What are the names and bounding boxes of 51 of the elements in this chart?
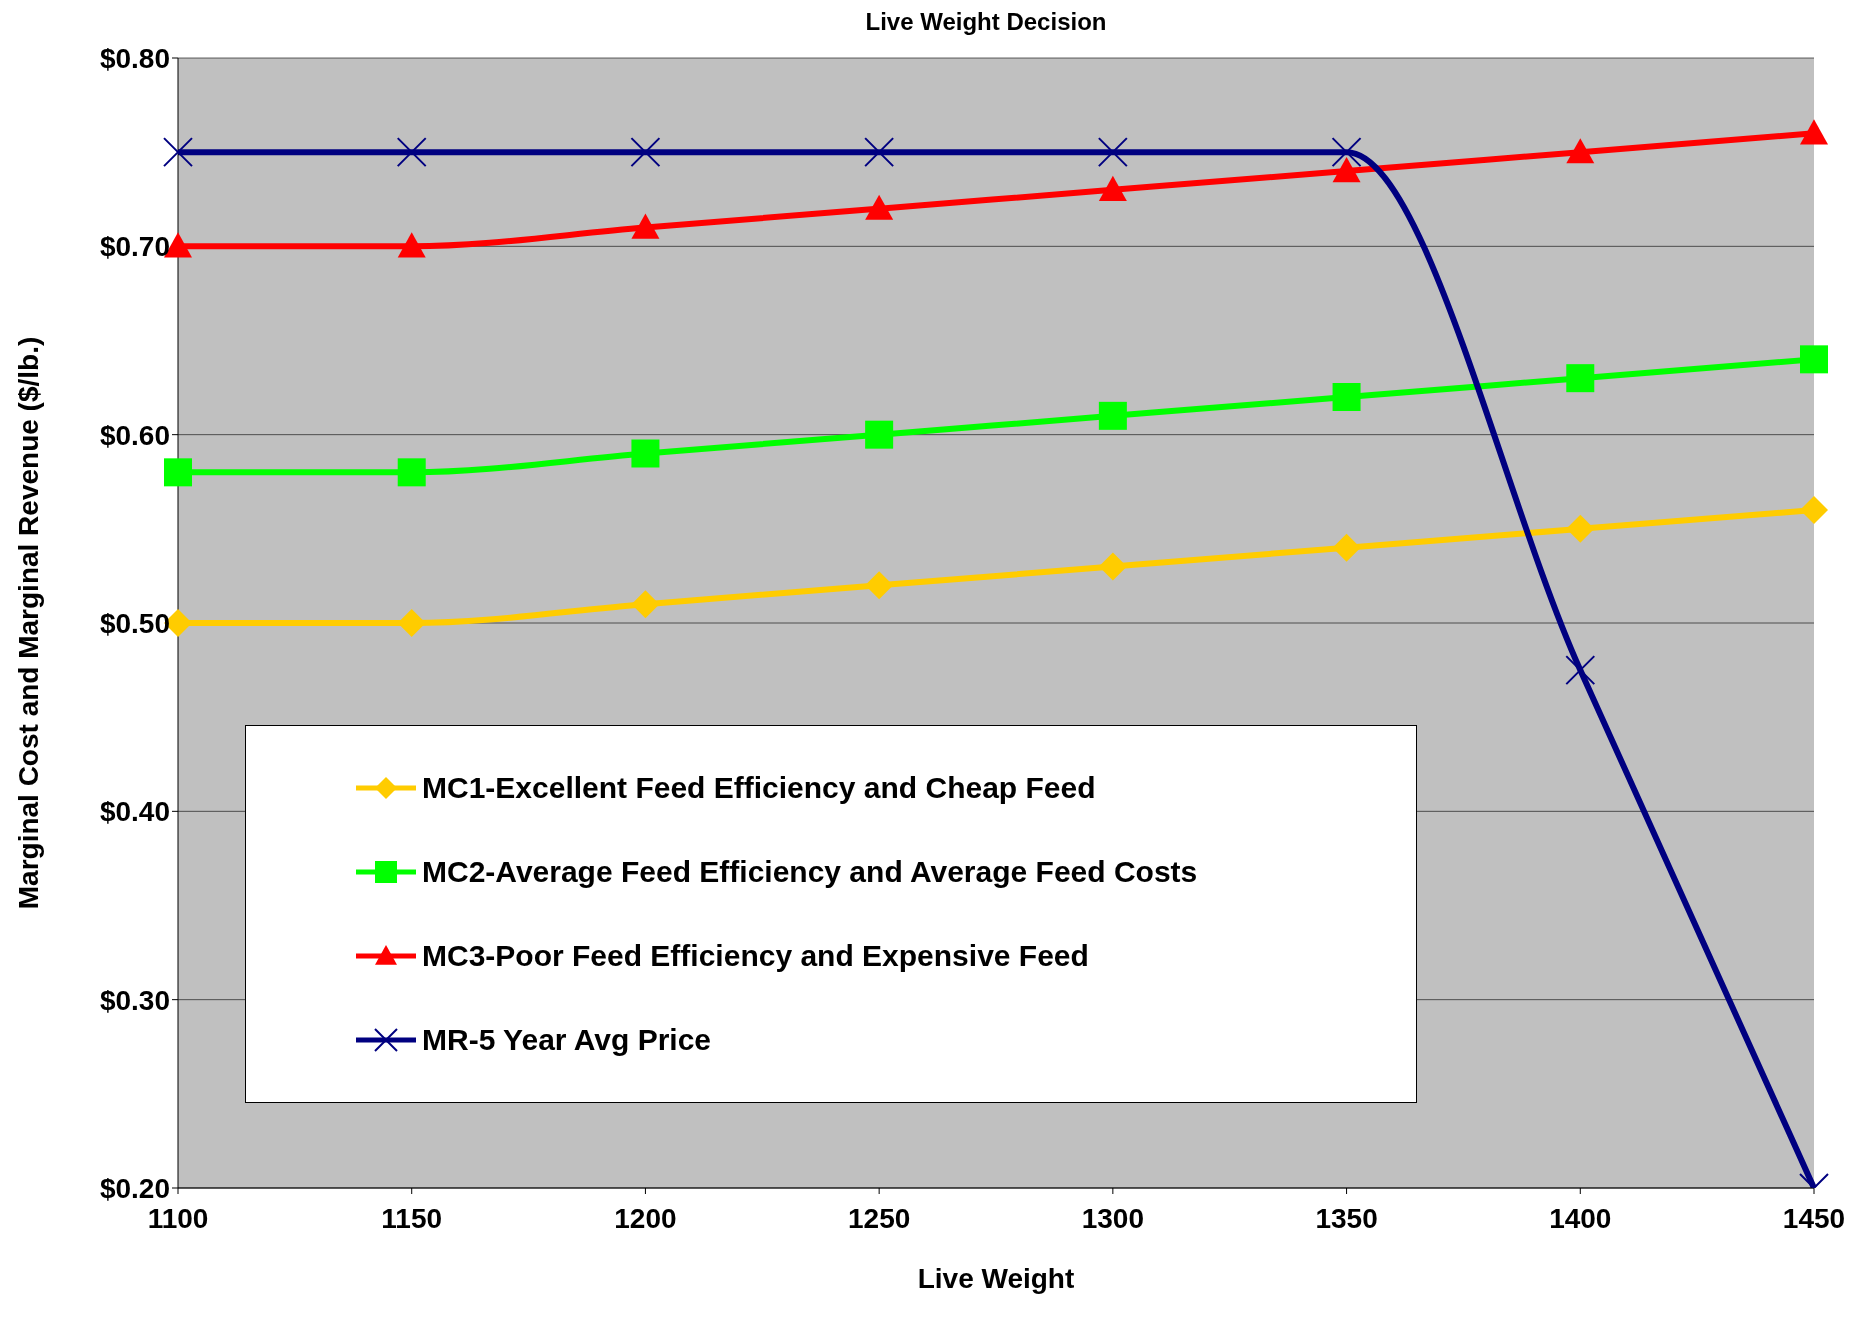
x-axis-title: Live Weight — [917, 1263, 1075, 1294]
y-tick-label: $0.40 — [99, 796, 170, 828]
legend-label: MC2-Average Feed Efficiency and Average Feed Costs — [422, 855, 1198, 889]
point — [1097, 137, 1128, 168]
y-tick-label: $0.50 — [99, 607, 170, 639]
point — [1566, 364, 1595, 393]
x-tick-label: 1400 — [1549, 1202, 1612, 1234]
y-tick-label: $0.30 — [99, 984, 170, 1016]
point — [1566, 138, 1595, 164]
point — [397, 458, 426, 487]
point — [1332, 157, 1361, 183]
chart-title: Live Weight Decision — [864, 8, 1108, 37]
y-tick-label: $0.70 — [99, 231, 170, 263]
x-tick-label: 1100 — [147, 1202, 209, 1234]
point — [164, 458, 192, 487]
legend-label: MC1-Excellent Feed Efficiency and Cheap Feed — [422, 771, 1096, 805]
point — [396, 137, 427, 168]
y-axis-title: Marginal Cost and Marginal Revenue ($/lb.) — [12, 336, 44, 910]
x-tick-label: 1250 — [847, 1202, 911, 1234]
point — [1331, 137, 1362, 168]
point — [631, 439, 660, 468]
legend-label: MR-5 Year Avg Price — [422, 1023, 712, 1057]
point — [631, 590, 660, 619]
point — [1098, 175, 1127, 202]
point — [397, 609, 426, 637]
point — [163, 137, 193, 168]
y-tick-label: $0.60 — [99, 419, 170, 451]
point — [630, 137, 661, 168]
point — [865, 571, 894, 600]
point — [1332, 383, 1361, 411]
point — [1566, 514, 1595, 543]
point — [397, 232, 426, 258]
point — [1098, 552, 1127, 581]
point — [1332, 533, 1361, 562]
y-tick-label: $0.20 — [99, 1172, 170, 1204]
legend-label: MC3-Poor Feed Efficiency and Expensive Feed — [422, 939, 1089, 973]
point — [1800, 345, 1828, 374]
point — [864, 137, 895, 168]
point — [1800, 496, 1828, 524]
point — [865, 420, 894, 449]
point — [1800, 119, 1828, 145]
point — [1098, 401, 1127, 430]
x-tick-label: 1200 — [614, 1202, 677, 1234]
point — [865, 194, 894, 220]
point — [631, 213, 660, 239]
point — [1565, 655, 1596, 686]
x-tick-label: 1300 — [1081, 1202, 1145, 1234]
y-tick-label: $0.80 — [99, 42, 170, 74]
x-tick-label: 1450 — [1782, 1202, 1846, 1234]
x-tick-label: 1350 — [1315, 1202, 1378, 1234]
x-tick-label: 1150 — [381, 1202, 443, 1234]
